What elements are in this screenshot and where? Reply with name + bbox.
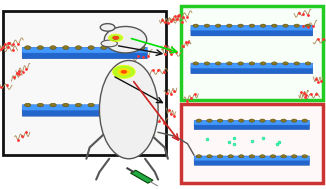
FancyBboxPatch shape — [181, 6, 323, 100]
Circle shape — [24, 46, 31, 50]
Ellipse shape — [99, 60, 158, 159]
FancyBboxPatch shape — [191, 67, 313, 74]
FancyBboxPatch shape — [194, 156, 309, 161]
Circle shape — [272, 62, 277, 65]
FancyBboxPatch shape — [191, 29, 313, 36]
Circle shape — [294, 24, 300, 27]
FancyBboxPatch shape — [191, 25, 313, 31]
Circle shape — [272, 24, 277, 27]
Circle shape — [100, 46, 107, 50]
Circle shape — [305, 62, 311, 65]
Ellipse shape — [112, 65, 135, 78]
Circle shape — [249, 24, 255, 27]
FancyBboxPatch shape — [22, 52, 147, 59]
Circle shape — [305, 24, 311, 27]
Circle shape — [249, 155, 255, 158]
Circle shape — [227, 24, 232, 27]
Circle shape — [215, 24, 221, 27]
Circle shape — [126, 46, 132, 50]
Circle shape — [217, 155, 223, 158]
Ellipse shape — [121, 70, 127, 74]
Circle shape — [88, 103, 94, 107]
FancyBboxPatch shape — [22, 105, 147, 111]
Ellipse shape — [104, 26, 147, 53]
Ellipse shape — [117, 68, 130, 76]
Circle shape — [249, 62, 255, 65]
FancyBboxPatch shape — [191, 63, 313, 68]
Circle shape — [88, 46, 94, 50]
Circle shape — [113, 36, 118, 39]
Circle shape — [139, 103, 145, 107]
FancyBboxPatch shape — [3, 11, 166, 155]
Circle shape — [283, 24, 288, 27]
Circle shape — [259, 155, 265, 158]
Circle shape — [204, 62, 210, 65]
Circle shape — [302, 119, 307, 122]
Circle shape — [281, 155, 286, 158]
Circle shape — [260, 24, 266, 27]
Circle shape — [207, 155, 212, 158]
FancyBboxPatch shape — [194, 160, 309, 165]
Circle shape — [196, 155, 202, 158]
Circle shape — [63, 46, 69, 50]
Circle shape — [75, 103, 82, 107]
Circle shape — [63, 103, 69, 107]
Circle shape — [228, 119, 233, 122]
Circle shape — [193, 24, 199, 27]
Ellipse shape — [108, 34, 123, 42]
Circle shape — [291, 119, 297, 122]
FancyBboxPatch shape — [22, 109, 147, 116]
Circle shape — [281, 119, 286, 122]
Circle shape — [238, 24, 244, 27]
Circle shape — [259, 119, 265, 122]
Circle shape — [113, 46, 120, 50]
Ellipse shape — [101, 40, 117, 47]
Circle shape — [193, 62, 199, 65]
FancyBboxPatch shape — [22, 47, 147, 53]
Circle shape — [100, 103, 107, 107]
Circle shape — [37, 103, 44, 107]
Circle shape — [217, 119, 223, 122]
Circle shape — [238, 62, 244, 65]
FancyBboxPatch shape — [194, 120, 309, 125]
Circle shape — [283, 62, 288, 65]
Circle shape — [114, 37, 117, 39]
Circle shape — [260, 62, 266, 65]
Circle shape — [228, 155, 233, 158]
Circle shape — [239, 155, 244, 158]
Circle shape — [270, 155, 276, 158]
Circle shape — [227, 62, 232, 65]
FancyBboxPatch shape — [194, 124, 309, 130]
Circle shape — [270, 119, 276, 122]
Ellipse shape — [112, 36, 119, 40]
Circle shape — [204, 24, 210, 27]
Circle shape — [294, 62, 300, 65]
Ellipse shape — [100, 24, 115, 31]
Circle shape — [50, 103, 56, 107]
Circle shape — [75, 46, 82, 50]
Circle shape — [139, 46, 145, 50]
Circle shape — [215, 62, 221, 65]
Circle shape — [24, 103, 31, 107]
Circle shape — [302, 155, 307, 158]
Circle shape — [207, 119, 212, 122]
Circle shape — [50, 46, 56, 50]
Circle shape — [37, 46, 44, 50]
FancyBboxPatch shape — [181, 104, 323, 183]
Circle shape — [126, 103, 132, 107]
Circle shape — [196, 119, 202, 122]
Circle shape — [113, 103, 120, 107]
Circle shape — [239, 119, 244, 122]
Polygon shape — [131, 170, 153, 183]
Circle shape — [291, 155, 297, 158]
Circle shape — [249, 119, 255, 122]
